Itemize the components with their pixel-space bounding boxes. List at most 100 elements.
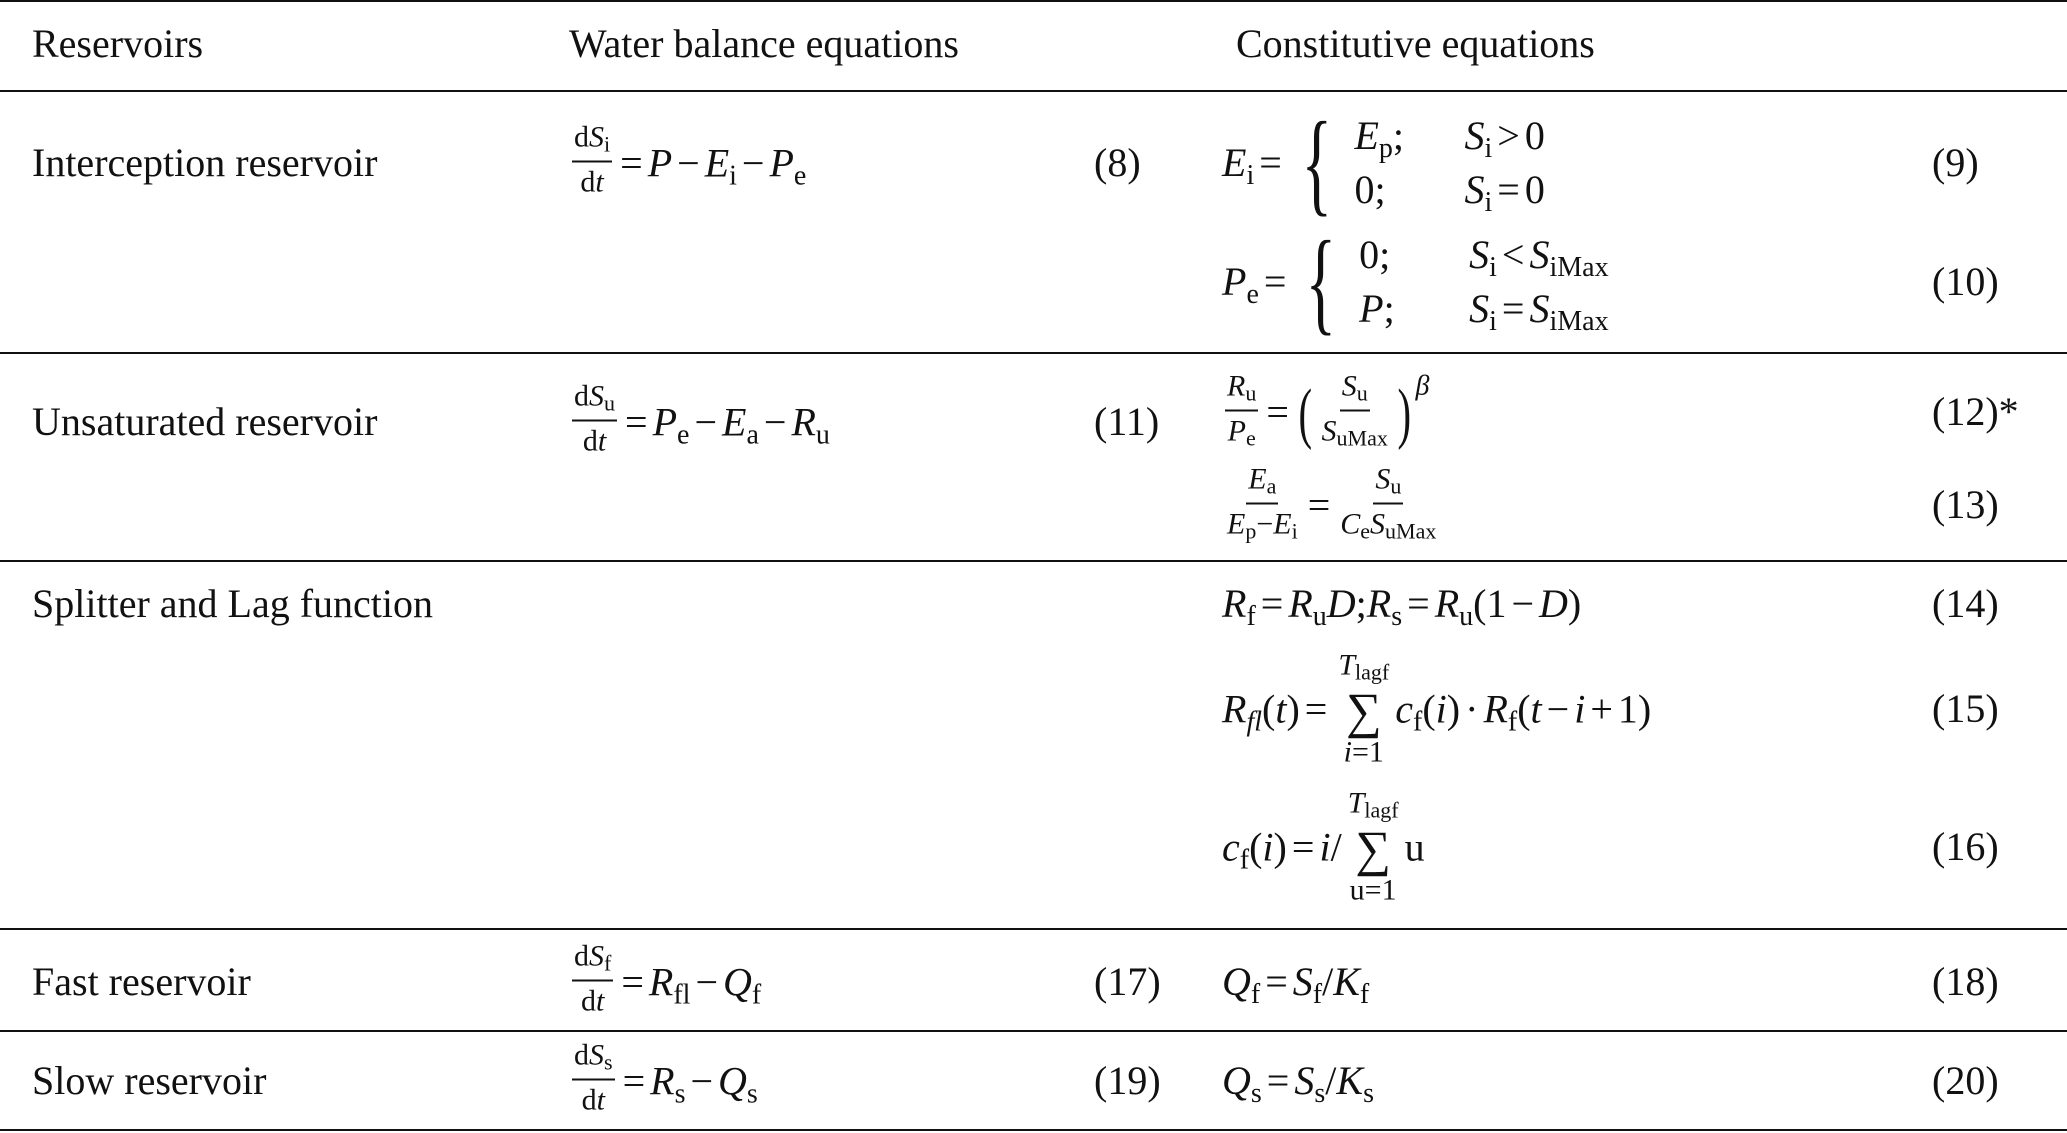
subscript: f <box>1239 844 1250 875</box>
constitutive-equation: Pe ={0; Si < SiMax P; Si = SiMax <box>1222 224 1609 340</box>
math-text: d <box>574 1038 589 1072</box>
math-variable: Pe <box>1222 262 1259 309</box>
case-condition: Si < SiMax <box>1469 235 1608 282</box>
variable-symbol: S <box>1529 286 1550 331</box>
math-variable: P <box>1359 289 1383 329</box>
math-variable: Ru <box>791 402 829 449</box>
math-operator: − <box>690 1058 714 1103</box>
fraction-numerator: d Su <box>572 381 617 422</box>
math-text: 0; <box>1354 167 1386 212</box>
variable-symbol: S <box>1321 414 1337 448</box>
variable-symbol: S <box>1294 1058 1315 1103</box>
math-operator: = <box>1501 286 1525 331</box>
variable-symbol: i <box>1574 686 1586 731</box>
sum-lower-limit: u=1 <box>1350 872 1397 906</box>
math-text: / <box>1325 1058 1337 1103</box>
math-operator: = <box>1265 959 1288 1004</box>
variable-symbol: E <box>704 140 730 185</box>
math-text: 0; <box>1359 232 1391 277</box>
math-variable: Ei <box>1222 143 1254 190</box>
case-rows: Ep; Si >0 0; Si = 0 <box>1346 109 1544 217</box>
fraction-numerator: d Ss <box>572 1038 615 1081</box>
subscript: f <box>1246 601 1256 632</box>
math-text: d <box>581 1083 597 1117</box>
subscript: uMax <box>1336 425 1388 451</box>
variable-symbol: P <box>1359 286 1384 331</box>
subscript: u <box>815 419 830 450</box>
subscript: u <box>1312 601 1327 632</box>
subscript: iMax <box>1549 306 1609 337</box>
math-text: d <box>574 939 589 973</box>
fraction: d Su d t <box>572 381 617 463</box>
case-row: 0; Si = 0 <box>1346 163 1544 217</box>
fraction: d Ss d t <box>572 1038 615 1122</box>
subscript: s <box>1363 1078 1374 1109</box>
left-brace: { <box>1301 99 1332 227</box>
math-operator: > <box>1497 113 1520 158</box>
fraction: Su Ce SuMax <box>1338 464 1438 546</box>
subscript: e <box>793 160 807 191</box>
variable-symbol: E <box>1354 113 1379 158</box>
variable-symbol: Q <box>1222 959 1251 1004</box>
variable-symbol: R <box>1366 581 1392 626</box>
summation: Tlagf ∑ i =1 <box>1338 650 1389 769</box>
fraction-numerator: Su <box>1339 371 1370 412</box>
math-variable: Si <box>1464 170 1492 217</box>
fraction: d Si d t <box>572 120 613 204</box>
math-variable: SuMax <box>1370 507 1436 542</box>
math-variable: i <box>1262 827 1273 867</box>
math-text: ( <box>1249 824 1263 869</box>
equation-number: (12)* <box>1932 389 2019 434</box>
math-variable: t <box>1275 689 1286 729</box>
case-value: 0; <box>1346 170 1464 210</box>
subscript: uMax <box>1385 518 1437 544</box>
math-operator: = <box>1291 824 1315 869</box>
fraction: Su SuMax <box>1320 371 1390 453</box>
constitutive-equation: Ru Pe =(Su SuMax) β <box>1222 371 1429 453</box>
math-text: d <box>580 984 596 1018</box>
math-variable: Ks <box>1336 1061 1374 1108</box>
case-value: P; <box>1351 289 1469 329</box>
variable-symbol: K <box>1333 959 1360 1004</box>
variable-symbol: t <box>596 1083 605 1117</box>
math-variable: Rs <box>1366 581 1402 631</box>
math-operator: = <box>1497 167 1520 212</box>
row-rule <box>0 560 2067 562</box>
variable-symbol: C <box>1340 507 1361 541</box>
math-text: ; <box>1392 113 1405 158</box>
constitutive-equation: cf(i) = i / Tlagf ∑ u=1 u <box>1222 788 1425 906</box>
subscript: f <box>604 950 612 976</box>
math-operator: = <box>622 1058 646 1103</box>
variable-symbol: i <box>1343 735 1352 769</box>
row-rule <box>0 352 2067 354</box>
math-text: 0 <box>1524 113 1545 158</box>
math-variable: Sf <box>589 941 611 974</box>
row-label: Interception reservoir <box>32 140 378 185</box>
math-variable: cf <box>1395 689 1422 736</box>
math-variable: t <box>596 986 604 1017</box>
variable-symbol: i <box>1262 824 1274 869</box>
math-text: 1) <box>1617 686 1652 731</box>
row-label: Splitter and Lag function <box>32 581 434 626</box>
row-rule <box>0 1030 2067 1032</box>
math-operator: = <box>621 959 644 1004</box>
equation-number: (11) <box>1094 399 1160 444</box>
variable-symbol: S <box>1370 507 1386 541</box>
case-value: 0; <box>1351 235 1469 275</box>
piecewise-cases: {Ep; Si >0 0; Si = 0 <box>1287 105 1545 221</box>
table-top-rule <box>0 0 2067 2</box>
math-variable: t <box>595 167 603 198</box>
math-variable: Rfl <box>649 962 691 1009</box>
subscript: iMax <box>1549 252 1609 283</box>
math-variable: P <box>648 143 672 183</box>
math-text: d <box>574 120 589 154</box>
subscript: fl <box>1246 706 1262 737</box>
subscript: u <box>604 390 615 416</box>
math-variable: SuMax <box>1321 414 1388 449</box>
subscript: i <box>729 160 737 191</box>
case-condition: Si = SiMax <box>1469 286 1608 336</box>
summation: Tlagf ∑ u=1 <box>1348 788 1399 906</box>
subscript: s <box>1250 1078 1262 1109</box>
math-text: d <box>582 424 598 458</box>
sum-symbol: ∑ <box>1345 682 1382 739</box>
